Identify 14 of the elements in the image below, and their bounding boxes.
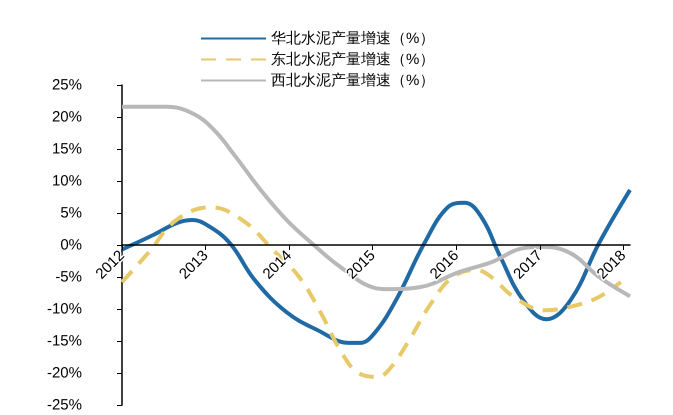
y-tick-label: -10% [46,300,82,318]
y-tick-label: 20% [52,108,82,126]
legend-label: 华北水泥产量增速（%） [271,30,434,47]
y-tick-label: -20% [46,364,82,382]
y-tick-label: 0% [60,236,82,254]
y-tick-label: 15% [52,140,82,158]
y-tick-label: 5% [60,204,82,222]
y-tick-label: 10% [52,172,82,190]
y-tick-label: 25% [52,76,82,94]
y-tick-label: -5% [55,268,82,286]
legend-label: 西北水泥产量增速（%） [271,72,434,89]
legend-label: 东北水泥产量增速（%） [271,51,434,68]
y-tick-label: -25% [46,396,82,414]
y-tick-label: -15% [46,332,82,350]
